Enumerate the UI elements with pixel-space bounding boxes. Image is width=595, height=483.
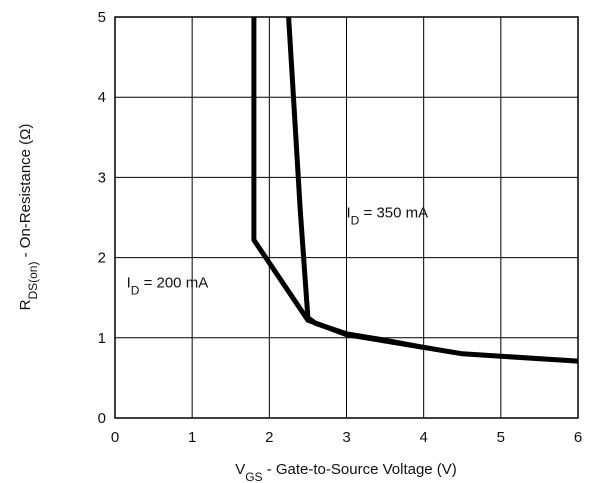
y-tick-label: 0: [98, 410, 106, 427]
x-tick-label: 6: [574, 429, 582, 446]
x-tick-label: 0: [111, 429, 119, 446]
tick-labels: 0 1 2 3 4 5 6 0 1 2 3 4 5: [98, 9, 583, 446]
x-tick-label: 5: [497, 429, 505, 446]
y-tick-label: 2: [98, 250, 106, 267]
y-tick-label: 4: [98, 89, 106, 106]
plot-frame: [114, 16, 579, 419]
x-tick-label: 3: [342, 429, 350, 446]
series-group: [251, 16, 579, 364]
annotation-label: ID = 350 mA: [347, 205, 429, 228]
x-tick-label: 4: [419, 429, 427, 446]
y-tick-label: 3: [98, 169, 106, 186]
y-tick-label: 5: [98, 9, 106, 26]
annotations: ID = 350 mA ID = 200 mA: [127, 205, 429, 298]
series-line-1: [251, 17, 579, 364]
x-tick-label: 1: [188, 429, 196, 446]
y-tick-label: 1: [98, 330, 106, 347]
y-axis-label: RDS(on) - On-Resistance (Ω): [17, 124, 40, 311]
series-line-2: [286, 16, 425, 350]
x-axis-label: VGS - Gate-to-Source Voltage (V): [235, 461, 457, 483]
annotation-label: ID = 200 mA: [127, 274, 209, 297]
x-tick-label: 2: [265, 429, 273, 446]
